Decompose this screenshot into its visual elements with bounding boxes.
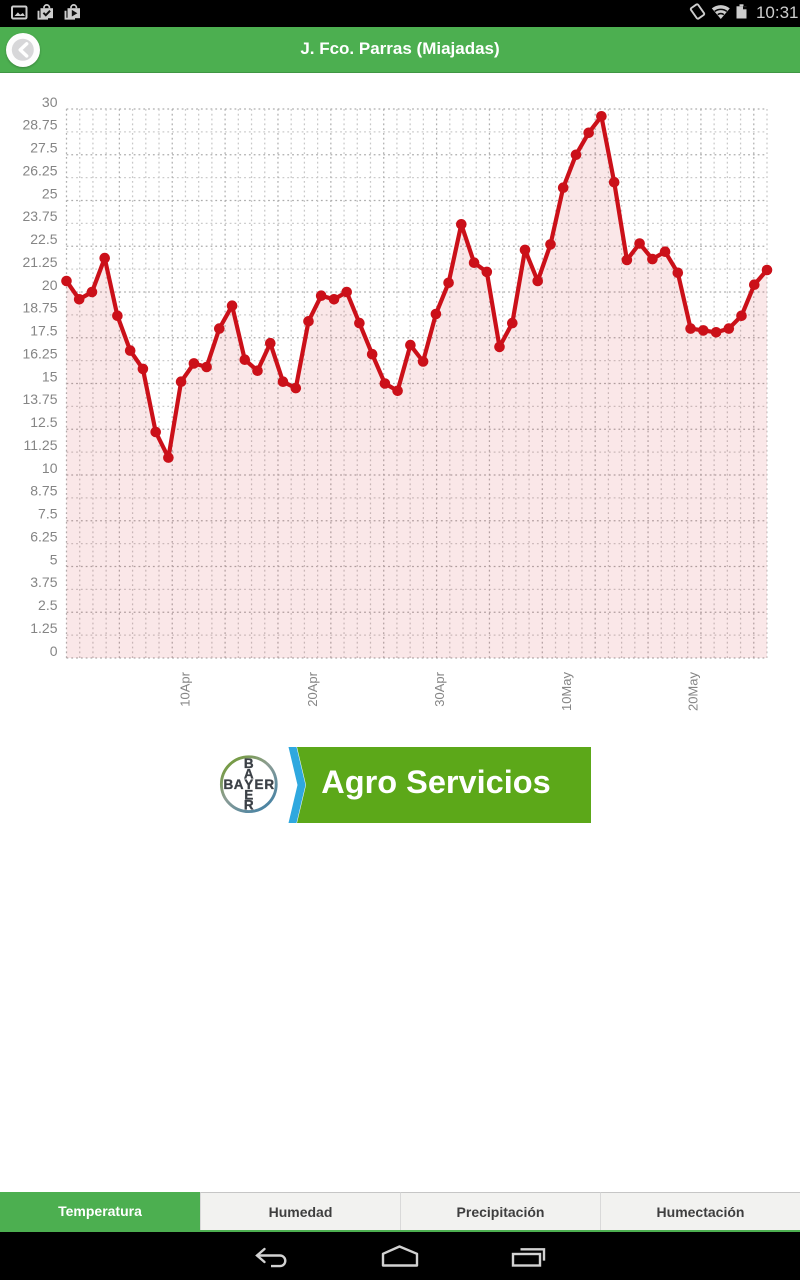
svg-text:10: 10 bbox=[42, 460, 58, 476]
svg-text:20May: 20May bbox=[686, 672, 701, 712]
svg-text:7.5: 7.5 bbox=[38, 506, 58, 522]
svg-text:21.25: 21.25 bbox=[22, 254, 57, 270]
svg-text:5: 5 bbox=[50, 551, 58, 567]
svg-text:R: R bbox=[244, 798, 254, 813]
svg-text:B: B bbox=[244, 756, 254, 771]
svg-text:B: B bbox=[224, 777, 234, 792]
svg-text:2.5: 2.5 bbox=[38, 597, 58, 613]
svg-text:18.75: 18.75 bbox=[22, 300, 57, 316]
svg-text:25: 25 bbox=[42, 185, 58, 201]
svg-text:22.5: 22.5 bbox=[30, 231, 57, 247]
svg-text:8.75: 8.75 bbox=[30, 483, 57, 499]
svg-text:13.75: 13.75 bbox=[22, 391, 57, 407]
svg-text:E: E bbox=[254, 777, 263, 792]
svg-text:20: 20 bbox=[42, 277, 58, 293]
svg-text:11.25: 11.25 bbox=[24, 437, 58, 453]
svg-text:20Apr: 20Apr bbox=[305, 671, 320, 706]
svg-text:6.25: 6.25 bbox=[30, 528, 57, 544]
svg-text:10Apr: 10Apr bbox=[177, 671, 192, 706]
svg-text:3.75: 3.75 bbox=[30, 574, 57, 590]
svg-text:R: R bbox=[264, 777, 274, 792]
svg-text:30: 30 bbox=[42, 94, 58, 110]
svg-text:Agro Servicios: Agro Servicios bbox=[321, 764, 550, 800]
svg-text:A: A bbox=[244, 767, 254, 782]
svg-text:0: 0 bbox=[50, 643, 58, 659]
svg-text:Y: Y bbox=[244, 777, 253, 792]
svg-text:10May: 10May bbox=[559, 672, 574, 712]
svg-text:27.5: 27.5 bbox=[30, 140, 57, 156]
svg-text:16.25: 16.25 bbox=[22, 345, 57, 361]
svg-text:15: 15 bbox=[42, 368, 58, 384]
svg-text:E: E bbox=[244, 787, 253, 802]
svg-text:A: A bbox=[234, 777, 244, 792]
svg-text:17.5: 17.5 bbox=[30, 323, 57, 339]
svg-text:1.25: 1.25 bbox=[30, 620, 57, 636]
svg-text:28.75: 28.75 bbox=[22, 117, 57, 133]
svg-text:12.5: 12.5 bbox=[30, 414, 57, 430]
svg-text:10:31: 10:31 bbox=[756, 3, 799, 22]
svg-text:30Apr: 30Apr bbox=[432, 671, 447, 706]
svg-text:23.75: 23.75 bbox=[22, 208, 57, 224]
svg-text:26.25: 26.25 bbox=[22, 162, 57, 178]
